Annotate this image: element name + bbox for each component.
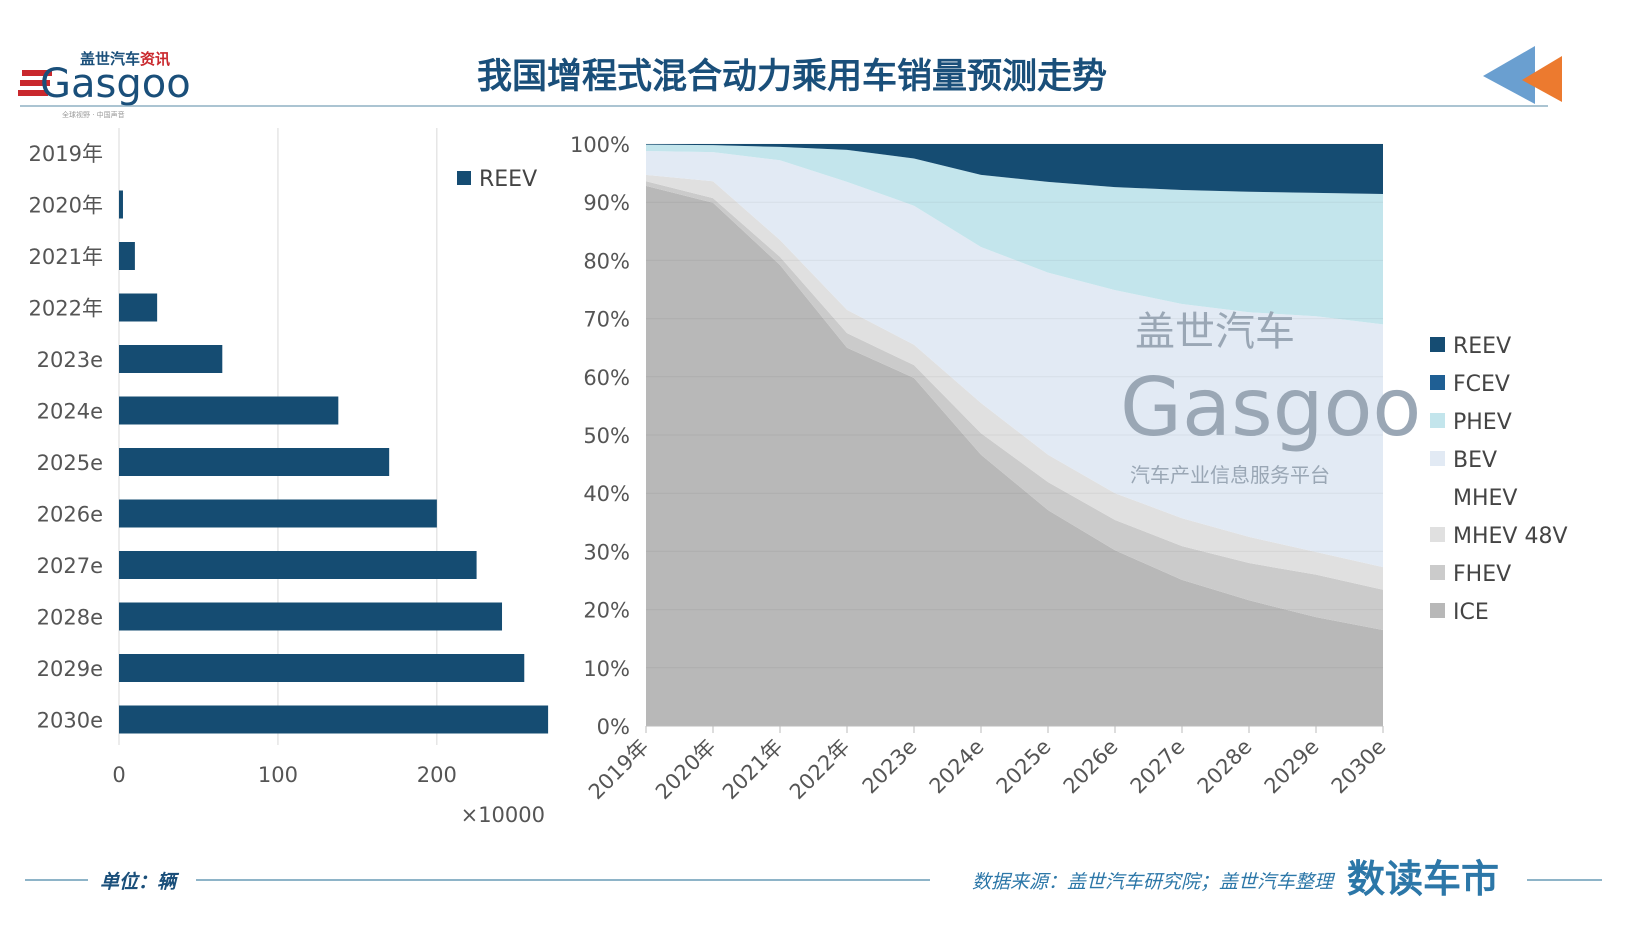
bar: [119, 448, 390, 476]
y-tick-label: 60%: [583, 366, 630, 390]
legend-label: MHEV 48V: [1453, 524, 1568, 549]
watermark-tagline: 汽车产业信息服务平台: [1130, 463, 1330, 487]
svg-text:盖世汽车资讯: 盖世汽车资讯: [80, 50, 170, 68]
watermark-logo: Gasgoo: [1120, 361, 1421, 454]
y-tick-label: 2023e: [37, 348, 103, 372]
brand-logo: 数读车市: [1347, 857, 1499, 901]
bar: [119, 499, 437, 528]
y-tick-label: 2019年: [29, 142, 103, 166]
bar: [119, 602, 503, 631]
y-tick-label: 2024e: [37, 400, 103, 424]
legend-label: REEV: [479, 167, 537, 192]
y-tick-label: 2029e: [37, 657, 103, 681]
legend-label: PHEV: [1453, 410, 1512, 435]
area-reev: [646, 144, 1383, 195]
x-tick-label: 200: [417, 763, 457, 787]
x-tick-label: 2025e: [992, 735, 1056, 799]
y-tick-label: 70%: [583, 308, 630, 332]
area-phev: [646, 144, 1383, 325]
bar: [119, 705, 549, 734]
legend-label: REEV: [1453, 334, 1511, 359]
bar-chart: 0 100 200×10000 2019年 2020年 2021年 2022年 2023e 20…: [29, 128, 549, 827]
bar: [119, 190, 123, 219]
y-tick-label: 2028e: [37, 606, 103, 630]
x-tick-label: 2023e: [858, 735, 922, 799]
area-ice: [646, 185, 1383, 727]
y-tick-label: 2025e: [37, 451, 103, 475]
svg-text:全球视野 · 中国声音: 全球视野 · 中国声音: [62, 110, 125, 119]
y-tick-label: 2020年: [29, 194, 103, 218]
legend-label: ICE: [1453, 600, 1489, 625]
x-tick-label: 2027e: [1126, 735, 1190, 799]
y-tick-label: 90%: [583, 191, 630, 215]
y-tick-label: 30%: [583, 540, 630, 564]
x-tick-label: 2021年: [718, 735, 788, 805]
bar: [119, 242, 135, 270]
legend-swatch: [1430, 337, 1445, 352]
y-tick-label: 10%: [583, 657, 630, 681]
y-tick-label: 2026e: [37, 503, 103, 527]
arrow-icon: [1483, 46, 1562, 104]
x-tick-label: 2022年: [785, 735, 855, 805]
watermark-cn: 盖世汽车: [1135, 309, 1295, 355]
legend-label: BEV: [1453, 448, 1497, 473]
legend-swatch: [1430, 603, 1445, 618]
logo: Gasgoo 盖世汽车资讯 全球视野 · 中国声音: [18, 50, 191, 119]
y-tick-label: 80%: [583, 249, 630, 273]
x-tick-label: 2030e: [1327, 735, 1391, 799]
x-tick-label: 2029e: [1260, 735, 1324, 799]
source-note: 数据来源：盖世汽车研究院；盖世汽车整理: [972, 871, 1336, 893]
x-tick-label: 2028e: [1193, 735, 1257, 799]
y-tick-label: 0%: [597, 715, 630, 739]
y-tick-label: 20%: [583, 599, 630, 623]
y-tick-label: 50%: [583, 424, 630, 448]
y-tick-label: 2030e: [37, 709, 103, 733]
page-title: 我国增程式混合动力乘用车销量预测走势: [477, 57, 1107, 97]
x-tick-label: 100: [258, 763, 298, 787]
bar: [119, 551, 477, 579]
y-tick-label: 2027e: [37, 554, 103, 578]
y-tick-label: 100%: [570, 133, 630, 157]
y-tick-label: 2021年: [29, 245, 103, 269]
legend-swatch: [457, 171, 471, 185]
legend-label: FCEV: [1453, 372, 1510, 397]
x-unit-label: ×10000: [461, 803, 545, 827]
area-chart: 0%10%20%30%40%50%60%70%80%90%100%2019年20…: [570, 133, 1568, 804]
legend-swatch: [1430, 489, 1445, 504]
bar: [119, 293, 158, 322]
legend-label: MHEV: [1453, 486, 1517, 511]
watermark: 盖世汽车 Gasgoo 汽车产业信息服务平台: [1120, 309, 1421, 487]
x-tick-label: 2020年: [651, 735, 721, 805]
legend-swatch: [1430, 375, 1445, 390]
legend-swatch: [1430, 451, 1445, 466]
bar: [119, 396, 339, 425]
y-tick-label: 40%: [583, 482, 630, 506]
legend-swatch: [1430, 527, 1445, 542]
svg-text:Gasgoo: Gasgoo: [40, 61, 191, 107]
legend-swatch: [1430, 413, 1445, 428]
area-bev: [646, 150, 1383, 568]
x-tick-label: 0: [112, 763, 125, 787]
bar: [119, 345, 223, 373]
x-tick-label: 2019年: [584, 735, 654, 805]
bar: [119, 654, 525, 682]
unit-label: 单位：辆: [100, 871, 180, 893]
legend-swatch: [1430, 565, 1445, 580]
x-tick-label: 2024e: [925, 735, 989, 799]
y-tick-label: 2022年: [29, 297, 103, 321]
x-tick-label: 2026e: [1059, 735, 1123, 799]
area-fhev: [646, 181, 1383, 630]
legend-label: FHEV: [1453, 562, 1511, 587]
